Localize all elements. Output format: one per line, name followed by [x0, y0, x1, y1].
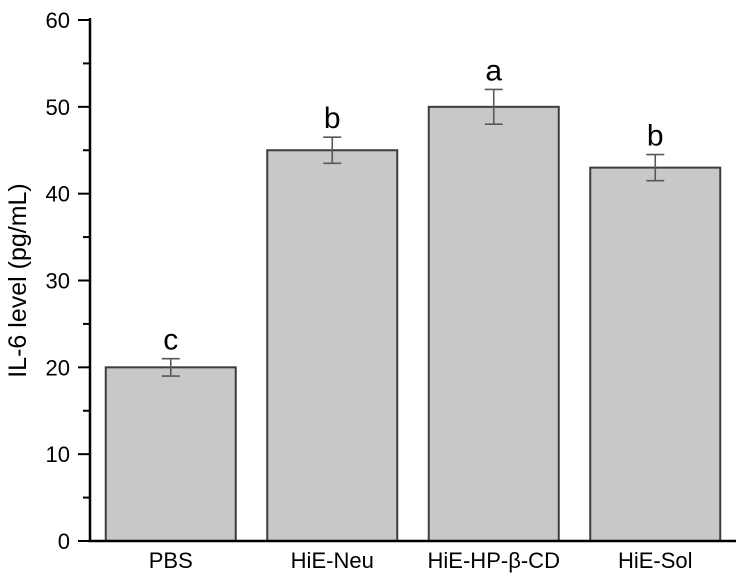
error-bar-HiE-Neu: [323, 136, 342, 165]
x-category-label: PBS: [149, 548, 193, 573]
y-tick-label: 30: [46, 269, 70, 294]
y-tick-label: 60: [46, 8, 70, 33]
y-tick-label: 40: [46, 182, 70, 207]
bar-HiE-Sol: [589, 166, 722, 542]
y-tick-label: 10: [46, 442, 70, 467]
y-tick-label: 20: [46, 355, 70, 380]
error-bar-PBS: [161, 357, 180, 377]
bar-PBS: [104, 366, 237, 543]
y-tick-label: 0: [58, 529, 70, 554]
y-axis-title: IL-6 level (pg/mL): [4, 183, 32, 378]
significance-letter: b: [647, 120, 664, 153]
bar-HiE-Neu: [266, 149, 399, 542]
y-tick-label: 50: [46, 95, 70, 120]
x-category-label: HiE-HP-β-CD: [428, 548, 560, 573]
x-category-label: HiE-Sol: [618, 548, 693, 573]
significance-letter: a: [485, 54, 502, 87]
bar-HiE-HP-β-CD: [427, 105, 560, 542]
x-category-label: HiE-Neu: [291, 548, 374, 573]
error-bar-HiE-HP-β-CD: [484, 88, 503, 125]
significance-letter: b: [324, 102, 341, 135]
significance-letter: c: [163, 324, 178, 357]
error-bar-HiE-Sol: [646, 153, 665, 182]
